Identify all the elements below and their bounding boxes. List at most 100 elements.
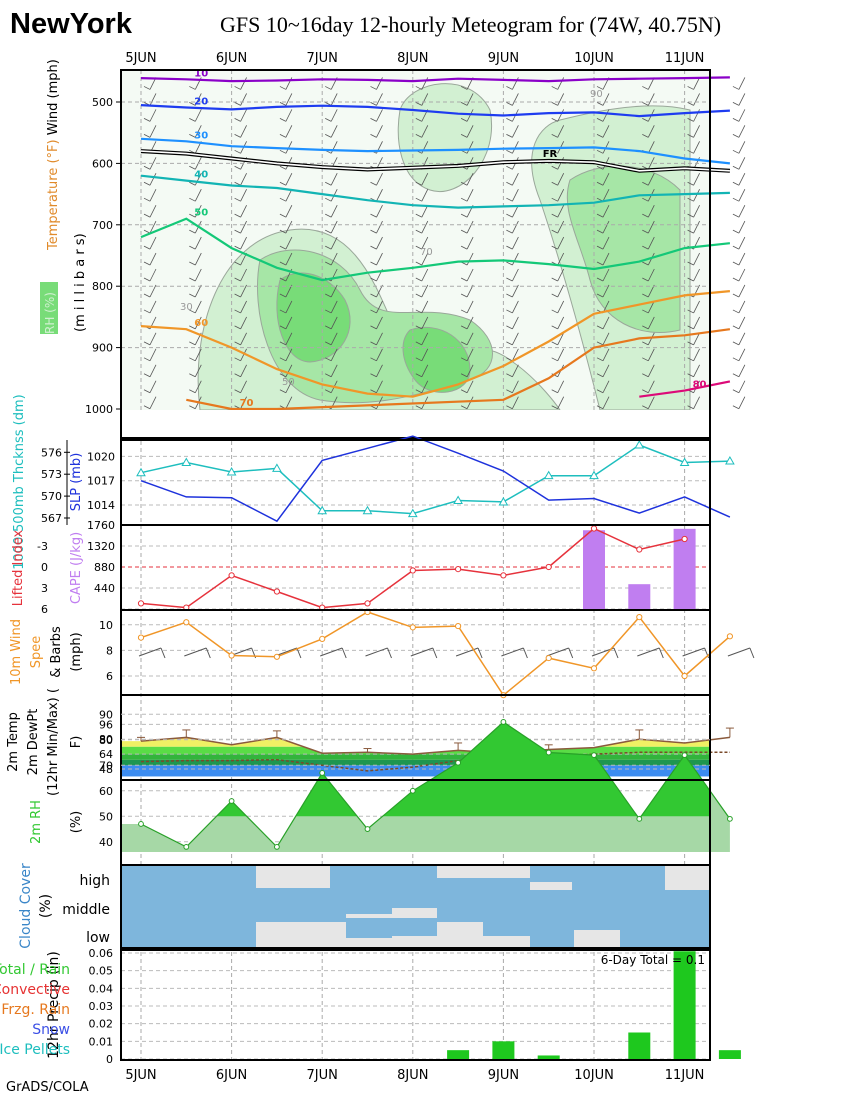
wind-barb [557, 252, 565, 266]
thickness-tick-label: 570 [41, 490, 62, 503]
wind-barb [240, 109, 247, 122]
wind-barb [512, 125, 519, 138]
temperature-contour-label: 60 [194, 318, 208, 329]
wind-barb [738, 220, 746, 234]
temp-axis-label: (12hr Min/Max) ( [46, 688, 61, 796]
wind-barb-flag [506, 325, 513, 330]
wind-barb [512, 364, 519, 377]
wind-barb [285, 348, 293, 362]
wind-barb [376, 236, 383, 250]
rh-tick-label: 50 [99, 810, 113, 823]
wind-barb-flag [642, 86, 649, 90]
wind-barb-flag [642, 293, 649, 298]
wind-barb-flag [189, 389, 196, 394]
wind-barb-flag [325, 245, 332, 250]
wind-barb [376, 220, 383, 234]
cloud-layer-label: high [79, 873, 110, 889]
wind-barb [512, 252, 519, 266]
wind-barb [410, 647, 433, 657]
wind-barb-flag [279, 213, 287, 218]
wind-barb-flag [279, 133, 287, 138]
data-point [500, 719, 507, 725]
wind-barb-flag [460, 277, 468, 282]
wind-barb [466, 173, 474, 186]
upper-air-panel: 102030FR40506070803050709050060070080090… [40, 51, 746, 1060]
y-tick-label: 800 [92, 280, 113, 293]
wind-barb [647, 380, 655, 393]
wind-barb [602, 252, 610, 266]
data-point [591, 752, 597, 758]
thickness-tick-label: 567 [41, 512, 62, 525]
li-tick-label: 6 [41, 603, 48, 616]
wind-barb-flag [732, 405, 740, 410]
x-tick-label: 5JUN [125, 51, 156, 66]
wind-barb [138, 647, 162, 657]
wind-barb-flag [460, 229, 468, 234]
data-point [228, 798, 235, 804]
cape-axis-label: CAPE (J/kg) [69, 532, 84, 604]
data-point [273, 653, 280, 660]
wind-barb-flag [143, 245, 151, 250]
x-tick-label: 6JUN [216, 1068, 247, 1083]
temperature-contour-30 [140, 137, 731, 165]
wind-barb [602, 316, 610, 330]
wind-barb [421, 332, 429, 346]
temp-band [121, 754, 710, 760]
wind-barb [240, 364, 247, 377]
precip-total-annotation: 6-Day Total = 0.1 [601, 953, 705, 967]
wind-barb-flag [189, 181, 196, 186]
wind-barb-flag [370, 293, 377, 298]
wind-barb-flag [506, 86, 513, 90]
wind-barb [330, 220, 338, 234]
wind-barb-flag [143, 405, 151, 410]
data-point [727, 815, 733, 822]
temperature-contour-80 [639, 380, 731, 398]
wind-barb-flag [279, 389, 287, 394]
wind-barb-flag [642, 118, 649, 122]
wind-barb [512, 316, 519, 330]
wind-barb-flag [687, 309, 694, 314]
wind-barb [557, 77, 565, 90]
wind-barb [240, 316, 247, 330]
wind-barb [602, 332, 610, 346]
wind-barb [512, 396, 519, 409]
wind-barb-flag [506, 277, 513, 282]
wind-barb-flag [415, 309, 422, 314]
slp-tick-label: 1020 [87, 450, 115, 463]
wind-barb-flag [234, 149, 241, 154]
wind-barb [647, 204, 655, 218]
data-point [273, 588, 280, 595]
wind-barb [285, 204, 293, 218]
data-point [319, 635, 326, 642]
slp-tick-label: 1017 [87, 475, 115, 488]
wind-barb [240, 220, 247, 234]
data-point [137, 600, 145, 607]
wind-barb-flag [732, 197, 740, 202]
wind-barb-flag [506, 213, 513, 218]
temperature-contour-10 [140, 76, 730, 83]
wind-barb-flag [370, 181, 377, 186]
wind-barb [647, 157, 655, 170]
wind-barb-flag [325, 261, 332, 266]
li-axis-label: Lifted Index [11, 529, 26, 606]
wind-barb-flag [732, 261, 740, 266]
wind-barb-flag [506, 133, 513, 138]
wind-barb-flag [234, 309, 241, 314]
wind-barb [285, 284, 293, 298]
wind-barb [466, 332, 474, 346]
wind-barb-flag [296, 647, 302, 659]
data-point [681, 535, 688, 543]
data-point [725, 456, 735, 465]
wind-barb [285, 380, 293, 393]
cloud-gap [346, 938, 392, 948]
wind-barb [693, 364, 700, 377]
wind-barb [285, 396, 293, 409]
wind-barb [330, 300, 338, 314]
wind-barb [240, 77, 247, 90]
wind-barb-flag [143, 309, 151, 314]
wind-barb [149, 109, 157, 122]
data-point [183, 844, 190, 850]
wind-barb-flag [506, 102, 513, 106]
wind-barb-flag [189, 213, 196, 218]
wind-barb-flag [687, 405, 694, 410]
